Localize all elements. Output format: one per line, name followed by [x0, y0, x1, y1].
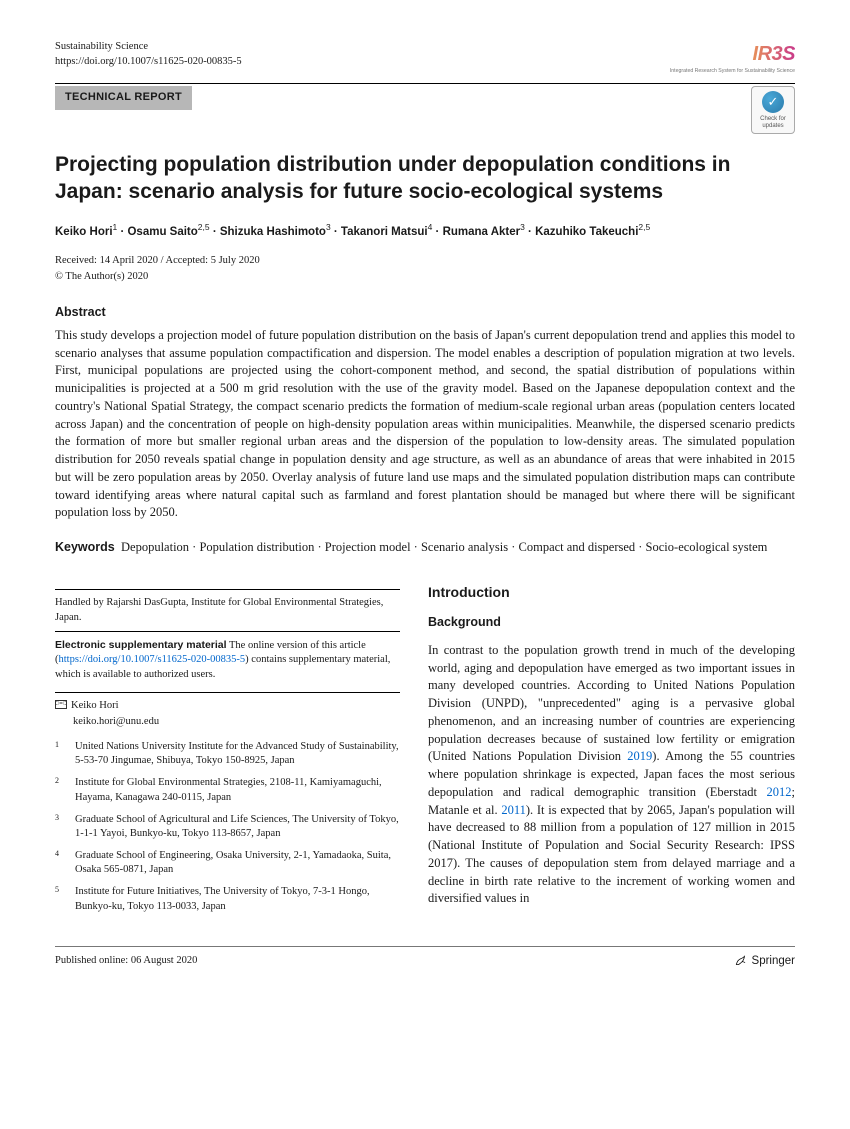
- affiliation: 2 Institute for Global Environmental Str…: [55, 776, 400, 804]
- affiliation-number: 3: [55, 813, 65, 841]
- journal-name: Sustainability Science: [55, 40, 242, 55]
- affiliation-text: Graduate School of Engineering, Osaka Un…: [75, 849, 400, 877]
- logo-text: IR3S: [670, 40, 795, 68]
- doi-value: 10.1007/s11625-020-00835-5: [117, 56, 242, 67]
- supplementary-material: Electronic supplementary material The on…: [55, 638, 400, 682]
- affiliation-text: Graduate School of Agricultural and Life…: [75, 813, 400, 841]
- affiliation: 5 Institute for Future Initiatives, The …: [55, 885, 400, 913]
- doi-line: https://doi.org/10.1007/s11625-020-00835…: [55, 55, 242, 70]
- page-header: Sustainability Science https://doi.org/1…: [55, 40, 795, 75]
- citation-year[interactable]: 2019: [627, 749, 652, 763]
- keywords-label: Keywords: [55, 540, 115, 554]
- abstract-heading: Abstract: [55, 304, 795, 322]
- affiliation-number: 2: [55, 776, 65, 804]
- affiliation: 4 Graduate School of Engineering, Osaka …: [55, 849, 400, 877]
- esm-link[interactable]: https://doi.org/10.1007/s11625-020-00835…: [59, 654, 246, 665]
- affiliation: 1 United Nations University Institute fo…: [55, 740, 400, 768]
- corresponding-author: Keiko Hori: [55, 699, 400, 714]
- author: Keiko Hori1: [55, 226, 117, 238]
- citation-year[interactable]: 2012: [767, 785, 792, 799]
- background-heading: Background: [428, 614, 795, 632]
- journal-logo: IR3S Integrated Research System for Sust…: [670, 40, 795, 75]
- corr-email: keiko.hori@unu.edu: [73, 715, 400, 730]
- abstract-text: This study develops a projection model o…: [55, 327, 795, 522]
- springer-horse-icon: [734, 954, 748, 968]
- author: Takanori Matsui4: [341, 226, 432, 238]
- author: Rumana Akter3: [443, 226, 525, 238]
- journal-info: Sustainability Science https://doi.org/1…: [55, 40, 242, 69]
- citation-year[interactable]: 2011: [501, 803, 526, 817]
- publisher-name: Springer: [752, 953, 795, 969]
- page-footer: Published online: 06 August 2020 Springe…: [55, 946, 795, 969]
- keywords-line: Keywords Depopulation · Population distr…: [55, 538, 795, 557]
- category-row: TECHNICAL REPORT ✓ Check for updates: [55, 86, 795, 134]
- affiliation-number: 5: [55, 885, 65, 913]
- author: Kazuhiko Takeuchi2,5: [535, 226, 650, 238]
- article-dates: Received: 14 April 2020 / Accepted: 5 Ju…: [55, 254, 795, 269]
- divider: [55, 83, 795, 84]
- handled-by: Handled by Rajarshi DasGupta, Institute …: [55, 596, 400, 625]
- author: Shizuka Hashimoto3: [220, 226, 331, 238]
- affiliation-text: Institute for Future Initiatives, The Un…: [75, 885, 400, 913]
- publisher-logo: Springer: [734, 953, 795, 969]
- check-updates-icon: ✓: [762, 91, 784, 113]
- affiliation-text: Institute for Global Environmental Strat…: [75, 776, 400, 804]
- copyright-line: © The Author(s) 2020: [55, 270, 795, 285]
- affiliation-number: 1: [55, 740, 65, 768]
- published-online: Published online: 06 August 2020: [55, 954, 197, 969]
- check-updates-badge[interactable]: ✓ Check for updates: [751, 86, 795, 134]
- envelope-icon: [55, 700, 67, 709]
- left-column: Handled by Rajarshi DasGupta, Institute …: [55, 583, 400, 922]
- introduction-heading: Introduction: [428, 583, 795, 603]
- affiliation-number: 4: [55, 849, 65, 877]
- body-paragraph: In contrast to the population growth tre…: [428, 642, 795, 908]
- divider: [55, 631, 400, 632]
- author: Osamu Saito2,5: [127, 226, 209, 238]
- article-title: Projecting population distribution under…: [55, 152, 795, 206]
- affiliation-text: United Nations University Institute for …: [75, 740, 400, 768]
- two-column-layout: Handled by Rajarshi DasGupta, Institute …: [55, 583, 795, 922]
- logo-subtext: Integrated Research System for Sustainab…: [670, 68, 795, 75]
- check-updates-label: Check for updates: [752, 116, 794, 129]
- divider: [55, 692, 400, 693]
- keywords-text: Depopulation · Population distribution ·…: [121, 540, 767, 554]
- divider: [55, 589, 400, 590]
- author-list: Keiko Hori1 · Osamu Saito2,5 · Shizuka H…: [55, 222, 795, 240]
- right-column: Introduction Background In contrast to t…: [428, 583, 795, 922]
- esm-label: Electronic supplementary material: [55, 639, 227, 651]
- affiliation: 3 Graduate School of Agricultural and Li…: [55, 813, 400, 841]
- corr-name: Keiko Hori: [71, 700, 119, 711]
- article-category-badge: TECHNICAL REPORT: [55, 86, 192, 109]
